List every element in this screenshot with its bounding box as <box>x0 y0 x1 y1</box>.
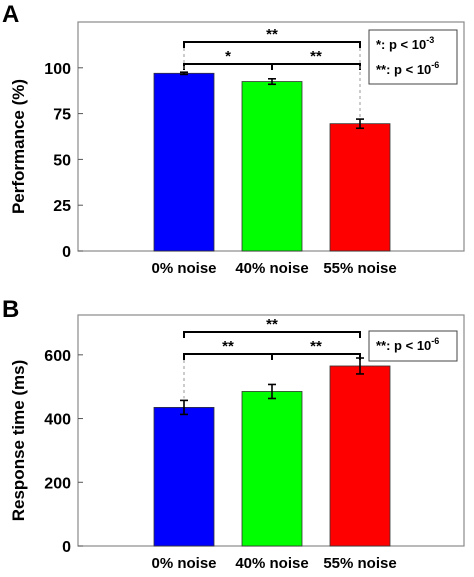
panel-letter: A <box>2 1 19 28</box>
bar <box>329 123 391 252</box>
significance-bracket <box>183 41 361 48</box>
y-tick-label: 50 <box>53 152 71 169</box>
y-axis-label: Response time (ms) <box>9 360 28 522</box>
y-tick-label: 0 <box>62 244 71 261</box>
legend-box <box>368 330 458 362</box>
legend-entry: *: p < 10-3 <box>376 35 434 52</box>
bar <box>153 72 215 252</box>
y-tick-label: 600 <box>44 348 71 365</box>
legend-entry: **: p < 10-6 <box>376 60 439 77</box>
legend-box <box>368 29 458 85</box>
x-tick-label: 55% noise <box>323 260 396 277</box>
y-tick-label: 100 <box>44 61 71 78</box>
y-tick-label: 75 <box>53 107 71 124</box>
legend-entry: **: p < 10-6 <box>376 336 439 353</box>
bar <box>329 365 391 547</box>
y-tick-label: 25 <box>53 198 71 215</box>
bar <box>241 81 303 252</box>
significance-label: ** <box>266 26 278 43</box>
x-tick-label: 40% noise <box>235 260 308 277</box>
x-tick-label: 55% noise <box>323 555 396 572</box>
y-tick-label: 0 <box>62 539 71 556</box>
significance-label: ** <box>310 338 322 355</box>
x-tick-label: 0% noise <box>151 555 216 572</box>
significance-label: * <box>225 48 231 65</box>
panel-letter: B <box>2 296 19 323</box>
significance-bracket <box>271 353 361 360</box>
bar <box>153 406 215 547</box>
bar <box>241 391 303 547</box>
y-tick-label: 400 <box>44 412 71 429</box>
chart-panel-b: B 0 200 400 600 Response time (ms) 0% noise 40%… <box>2 296 465 572</box>
significance-label: ** <box>222 338 234 355</box>
x-tick-label: 40% noise <box>235 555 308 572</box>
significance-label: ** <box>310 48 322 65</box>
x-tick-label: 0% noise <box>151 260 216 277</box>
significance-bracket <box>183 331 361 338</box>
y-axis-label: Performance (%) <box>9 79 28 214</box>
y-tick-label: 200 <box>44 475 71 492</box>
significance-label: ** <box>266 316 278 333</box>
chart-panel-a: A 0 25 50 75 100 Performance (%) 0% noise 40% no… <box>2 1 465 277</box>
